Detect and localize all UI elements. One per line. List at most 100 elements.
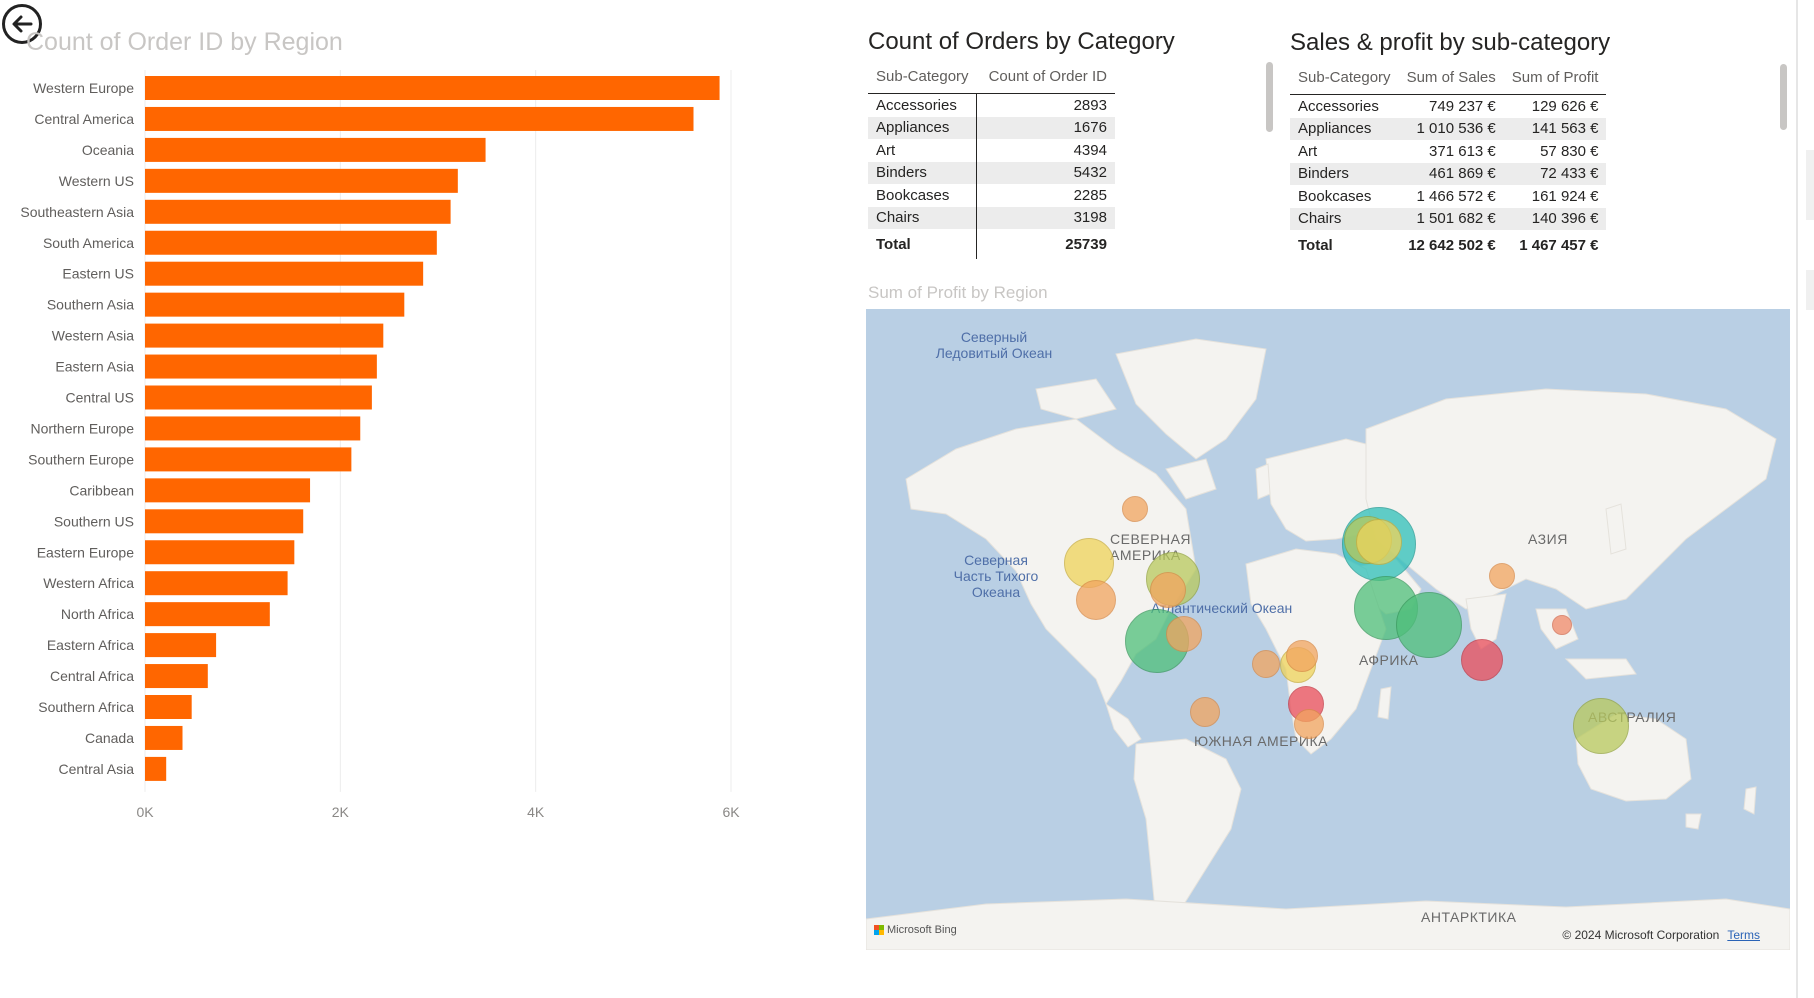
orders-total-row: Total 25739: [868, 229, 1115, 259]
map-bubble-central-us[interactable]: [1076, 580, 1116, 620]
atlantic-ocean-label: Атлантический Океан: [1151, 600, 1293, 616]
y-category-label: Eastern Africa: [47, 637, 134, 653]
bar[interactable]: [145, 509, 304, 534]
orders-cell: Appliances: [868, 116, 978, 139]
y-category-label: Eastern US: [62, 266, 134, 282]
orders-row[interactable]: Appliances 1676: [868, 116, 1115, 139]
bar[interactable]: [145, 76, 720, 100]
x-tick-label: 0K: [136, 804, 154, 820]
bar[interactable]: [145, 230, 437, 255]
bing-attribution-label: Microsoft Bing: [887, 924, 957, 936]
bar[interactable]: [145, 447, 352, 472]
bar[interactable]: [145, 199, 451, 224]
bar[interactable]: [145, 323, 384, 348]
sales-header-sales[interactable]: Sum of Sales: [1398, 61, 1504, 95]
orders-row[interactable]: Binders 5432: [868, 161, 1115, 184]
bar[interactable]: [145, 385, 372, 410]
sales-row[interactable]: Chairs 1 501 682 €140 396 €: [1290, 207, 1607, 230]
y-category-label: Western US: [59, 173, 134, 189]
bar[interactable]: [145, 633, 217, 658]
map-bubble-caribbean[interactable]: [1166, 616, 1202, 652]
sales-row[interactable]: Bookcases 1 466 572 € 161 924 €: [1290, 185, 1606, 208]
sales-cell: Binders: [1290, 162, 1399, 185]
africa-label: АФРИКА: [1359, 652, 1419, 668]
bar[interactable]: [145, 137, 486, 162]
orders-header-subcategory[interactable]: Sub-Category: [868, 60, 977, 94]
page-edge-divider: [1796, 0, 1798, 998]
bar[interactable]: [145, 261, 424, 286]
orders-cell: 4394: [1073, 141, 1107, 159]
orders-cell: Binders: [868, 161, 978, 184]
y-category-label: Southern US: [54, 513, 134, 529]
y-category-label: Northern Europe: [30, 420, 134, 436]
orders-cell: 2893: [1073, 96, 1107, 114]
visualizations-pane-edge[interactable]: [1806, 270, 1814, 310]
bar[interactable]: [145, 695, 192, 719]
y-category-label: Southern Europe: [28, 451, 134, 467]
asia-label: АЗИЯ: [1528, 531, 1568, 547]
sales-table-scrollbar[interactable]: [1780, 64, 1787, 130]
map-bubble-western-us[interactable]: [1064, 538, 1114, 588]
orders-table-title: Count of Orders by Category: [868, 28, 1175, 55]
map-bubble-canada[interactable]: [1122, 496, 1148, 522]
sales-cell: Chairs: [1290, 207, 1399, 230]
orders-table-scrollbar[interactable]: [1266, 62, 1273, 132]
map-bubble-oceania[interactable]: [1573, 698, 1629, 754]
sales-cell: 1 501 682 €: [1398, 207, 1504, 230]
bar[interactable]: [145, 756, 167, 781]
sales-cell: 1 010 536 €: [1398, 117, 1504, 140]
sales-row[interactable]: Binders 461 869 €72 433 €: [1290, 162, 1607, 185]
bar[interactable]: [145, 571, 288, 596]
map-bubble-western-africa[interactable]: [1252, 650, 1280, 678]
bar[interactable]: [145, 106, 694, 131]
bar[interactable]: [145, 416, 361, 441]
orders-row[interactable]: Accessories 2893: [868, 93, 1115, 117]
bar[interactable]: [145, 292, 405, 317]
bar[interactable]: [145, 602, 270, 627]
bar[interactable]: [145, 540, 295, 565]
y-category-label: Southern Africa: [38, 699, 134, 715]
orders-cell: Chairs: [868, 206, 978, 229]
sales-cell: 141 563 €: [1503, 117, 1607, 140]
map-bubble-south-america[interactable]: [1190, 697, 1220, 727]
sales-cell: Appliances: [1290, 117, 1399, 140]
map-bubble-southern-asia[interactable]: [1461, 639, 1503, 681]
map-bubble-western-asia[interactable]: [1396, 592, 1462, 658]
orders-row[interactable]: Chairs 3198: [868, 206, 1115, 229]
map-bubble-central-africa[interactable]: [1286, 640, 1318, 672]
y-category-label: North Africa: [61, 606, 134, 622]
sales-row[interactable]: Accessories 749 237 € 129 626 €: [1290, 95, 1606, 118]
sales-cell: 72 433 €: [1503, 162, 1607, 185]
map-bubble-central-asia[interactable]: [1489, 563, 1515, 589]
bing-attribution[interactable]: Microsoft Bing: [874, 924, 957, 936]
x-tick-label: 6K: [722, 804, 740, 820]
bar[interactable]: [145, 664, 208, 689]
back-button[interactable]: [2, 4, 42, 44]
sales-cell: Bookcases: [1298, 187, 1372, 205]
profit-map[interactable]: Северный Ледовитый Океан Атлантический О…: [866, 309, 1790, 950]
sales-row[interactable]: Art 371 613 € 57 830 €: [1290, 140, 1606, 163]
sales-table: Sub-Category Sum of Sales Sum of Profit …: [1290, 61, 1607, 260]
sales-header-subcategory[interactable]: Sub-Category: [1290, 61, 1399, 95]
y-category-label: Western Europe: [33, 80, 134, 96]
sales-row[interactable]: Appliances 1 010 536 €141 563 €: [1290, 117, 1607, 140]
map-bubble-southern-us[interactable]: [1150, 572, 1186, 608]
map-bubble-eastern-asia[interactable]: [1552, 615, 1572, 635]
orders-row[interactable]: Bookcases 2285: [868, 184, 1115, 207]
map-bubble-southern-africa[interactable]: [1294, 709, 1324, 739]
bar-chart: 0K 2K 4K 6K Western Europe Central America Oce…: [20, 70, 740, 820]
bar[interactable]: [145, 725, 183, 750]
orders-header-count[interactable]: Count of Order ID: [976, 60, 1115, 94]
antarctica-label: АНТАРКТИКА: [1421, 909, 1517, 925]
filter-pane-edge[interactable]: [1806, 150, 1814, 220]
sales-table-title: Sales & profit by sub-category: [1290, 29, 1611, 56]
sales-header-profit[interactable]: Sum of Profit: [1503, 61, 1607, 95]
bar[interactable]: [145, 168, 458, 193]
map-copyright: © 2024 Microsoft Corporation Terms: [1562, 928, 1760, 942]
bar[interactable]: [145, 478, 311, 503]
orders-row[interactable]: Art 4394: [868, 139, 1115, 162]
y-category-label: Southeastern Asia: [20, 204, 134, 220]
map-bubble-eastern-europe[interactable]: [1356, 519, 1402, 565]
bar[interactable]: [145, 354, 377, 379]
terms-link[interactable]: Terms: [1727, 928, 1760, 942]
